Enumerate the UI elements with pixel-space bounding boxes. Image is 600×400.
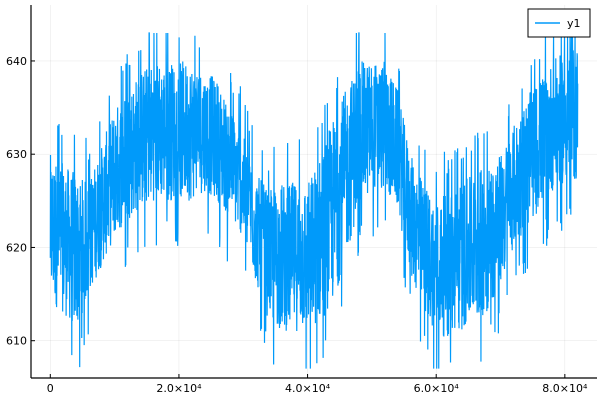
- x-tick-label: 6.0×10⁴: [414, 382, 460, 395]
- y-tick-label: 620: [6, 241, 27, 254]
- y-tick-label: 630: [6, 148, 27, 161]
- y-tick-label: 610: [6, 335, 27, 348]
- x-tick-label: 2.0×10⁴: [156, 382, 202, 395]
- x-tick-label: 8.0×10⁴: [542, 382, 588, 395]
- axes: [30, 5, 597, 379]
- x-tick-label: 0: [47, 382, 54, 395]
- series-y1-line: [49, 32, 579, 369]
- y-tick-label: 640: [6, 55, 27, 68]
- series-layer: [49, 32, 579, 369]
- x-tick-label: 4.0×10⁴: [285, 382, 331, 395]
- y-ticks: 610 620 630 640: [6, 55, 35, 348]
- legend-label-y1: y1: [567, 17, 581, 30]
- x-ticks: 0 2.0×10⁴ 4.0×10⁴ 6.0×10⁴ 8.0×10⁴: [47, 374, 588, 395]
- legend: y1: [527, 8, 591, 38]
